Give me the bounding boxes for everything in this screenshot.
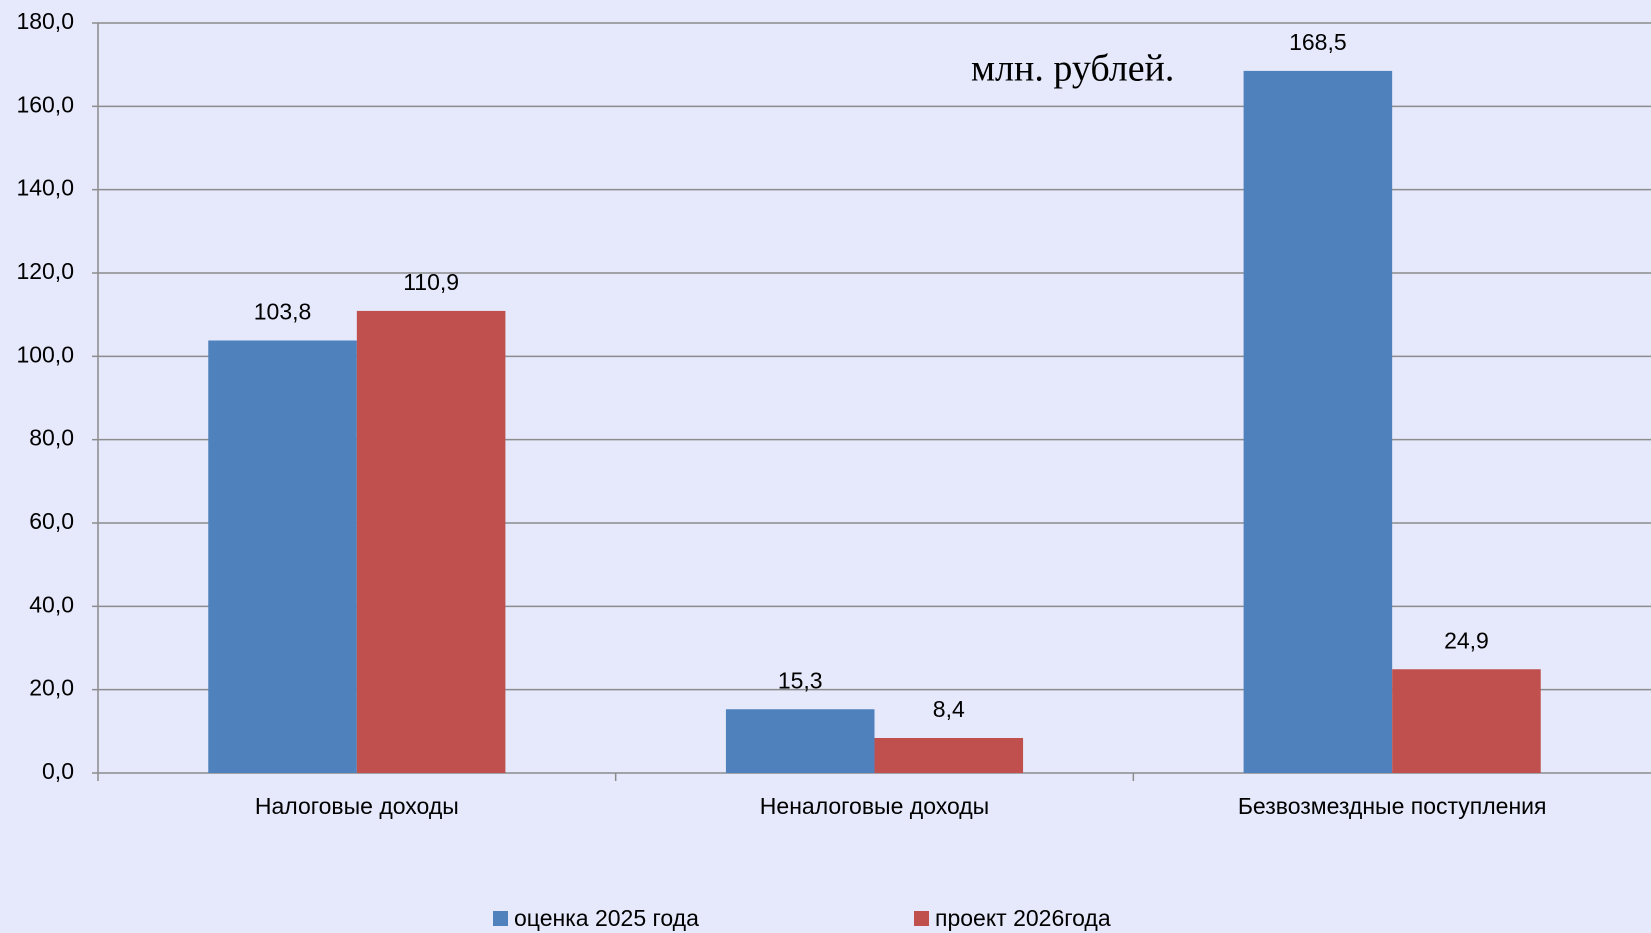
bar	[1392, 669, 1541, 773]
x-tick-label: Безвозмездные поступления	[1238, 793, 1547, 819]
data-label: 103,8	[254, 299, 312, 325]
y-tick-label: 120,0	[16, 258, 74, 284]
y-tick-label: 160,0	[16, 91, 74, 117]
bar	[208, 340, 357, 773]
legend-label: оценка 2025 года	[514, 905, 699, 931]
data-label: 15,3	[778, 667, 823, 693]
y-tick-label: 0,0	[42, 758, 74, 784]
y-tick-label: 180,0	[16, 8, 74, 34]
y-tick-label: 100,0	[16, 341, 74, 367]
legend-label: проект 2026года	[935, 905, 1111, 931]
unit-annotation: млн. рублей.	[971, 48, 1174, 90]
bar	[356, 310, 506, 773]
legend-swatch	[914, 911, 929, 926]
y-tick-label: 60,0	[29, 508, 74, 534]
y-tick-label: 80,0	[29, 425, 74, 451]
legend-swatch	[493, 911, 508, 926]
data-label: 8,4	[933, 696, 965, 722]
x-tick-label: Налоговые доходы	[255, 793, 459, 819]
y-tick-label: 40,0	[29, 591, 74, 617]
bar	[725, 709, 875, 773]
data-label: 24,9	[1444, 627, 1489, 653]
x-tick-label: Неналоговые доходы	[760, 793, 989, 819]
bar	[1243, 70, 1393, 773]
y-tick-label: 20,0	[29, 675, 74, 701]
data-label: 168,5	[1289, 29, 1347, 55]
y-tick-label: 140,0	[16, 175, 74, 201]
data-label: 110,9	[403, 269, 459, 295]
bar	[874, 738, 1024, 773]
